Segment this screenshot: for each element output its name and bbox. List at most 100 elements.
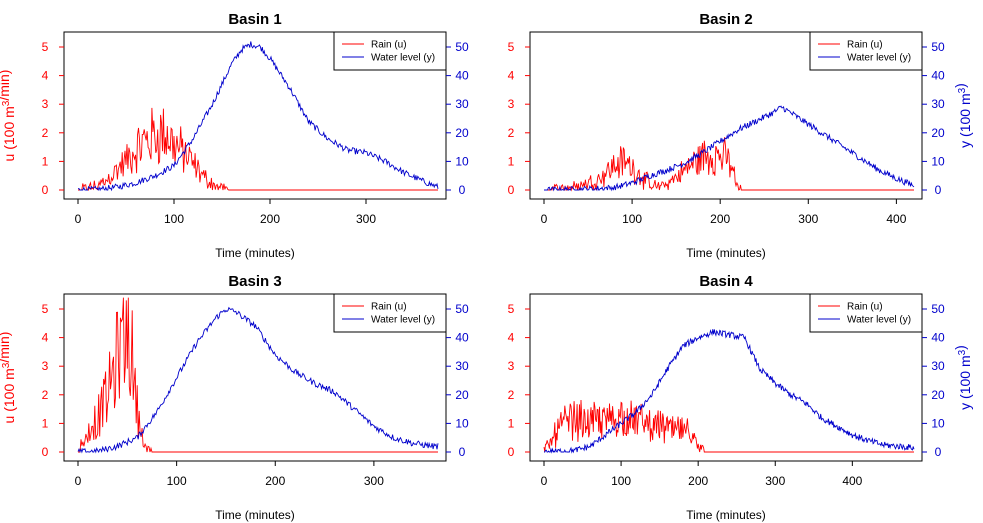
plot-frame (63, 31, 447, 200)
right-tick-label: 30 (931, 359, 945, 373)
x-axis-label: Time (minutes) (686, 246, 766, 260)
left-tick-label: 3 (42, 97, 49, 111)
left-tick-label: 1 (42, 416, 49, 430)
right-tick-label: 0 (459, 445, 466, 459)
plot-frame (63, 293, 447, 462)
right-tick-label: 20 (455, 126, 469, 140)
right-tick-label: 20 (931, 388, 945, 402)
x-tick-label: 400 (886, 212, 906, 226)
x-tick-label: 0 (541, 212, 548, 226)
x-tick-label: 400 (842, 474, 862, 488)
x-tick-label: 0 (541, 474, 548, 488)
plot-frame (529, 31, 923, 200)
chart-title: Basin 1 (228, 11, 281, 28)
right-tick-label: 30 (455, 97, 469, 111)
x-axis-label: Time (minutes) (686, 508, 766, 522)
left-tick-label: 1 (508, 416, 515, 430)
legend-box (809, 31, 923, 71)
x-axis-label: Time (minutes) (215, 508, 295, 522)
legend-box (809, 293, 923, 333)
x-tick-label: 300 (798, 212, 818, 226)
legend-box (333, 293, 447, 333)
legend-rain-label: Rain (u) (847, 302, 883, 313)
legend-water-label: Water level (y) (371, 53, 435, 64)
x-tick-label: 100 (164, 212, 184, 226)
x-tick-label: 300 (765, 474, 785, 488)
water-level-series-line (544, 329, 915, 454)
right-tick-label: 20 (455, 388, 469, 402)
left-tick-label: 0 (508, 445, 515, 459)
chart-title: Basin 3 (228, 273, 281, 290)
left-tick-label: 4 (508, 331, 515, 345)
right-tick-label: 50 (931, 40, 945, 54)
x-tick-label: 300 (356, 212, 376, 226)
y-axis-label-right: y (100 m3) (952, 345, 973, 410)
x-axis-label: Time (minutes) (215, 246, 295, 260)
x-tick-label: 200 (688, 474, 708, 488)
right-tick-label: 0 (935, 183, 942, 197)
rain-series-line (78, 297, 438, 453)
right-tick-label: 10 (455, 416, 469, 430)
chart-title: Basin 2 (699, 11, 752, 28)
left-tick-label: 1 (508, 154, 515, 168)
x-tick-label: 100 (622, 212, 642, 226)
y-axis-label-left: u (100 m3/min) (0, 70, 17, 162)
water-level-series-line (544, 105, 915, 192)
left-tick-label: 3 (42, 359, 49, 373)
left-tick-label: 0 (508, 183, 515, 197)
left-tick-label: 2 (508, 126, 515, 140)
left-tick-label: 0 (42, 445, 49, 459)
left-tick-label: 3 (508, 359, 515, 373)
x-tick-label: 100 (611, 474, 631, 488)
right-tick-label: 50 (455, 302, 469, 316)
left-tick-label: 4 (508, 69, 515, 83)
rain-series-line (544, 137, 914, 192)
y-axis-label-left: u (100 m3/min) (0, 332, 17, 424)
legend-box (333, 31, 447, 71)
x-tick-label: 200 (265, 474, 285, 488)
right-tick-label: 50 (931, 302, 945, 316)
legend-water-label: Water level (y) (371, 315, 435, 326)
legend-water-label: Water level (y) (847, 53, 911, 64)
x-tick-label: 300 (364, 474, 384, 488)
right-tick-label: 20 (931, 126, 945, 140)
left-tick-label: 2 (42, 388, 49, 402)
right-tick-label: 0 (935, 445, 942, 459)
left-tick-label: 0 (42, 183, 49, 197)
left-tick-label: 2 (42, 126, 49, 140)
left-tick-label: 3 (508, 97, 515, 111)
water-level-series-line (77, 306, 439, 454)
plot-frame (529, 293, 923, 462)
left-tick-label: 5 (42, 302, 49, 316)
right-tick-label: 40 (455, 331, 469, 345)
x-tick-label: 0 (75, 474, 82, 488)
right-tick-label: 10 (455, 154, 469, 168)
water-level-series-line (77, 41, 439, 192)
left-tick-label: 4 (42, 69, 49, 83)
x-tick-label: 200 (260, 212, 280, 226)
right-tick-label: 50 (455, 40, 469, 54)
right-tick-label: 40 (455, 69, 469, 83)
legend-rain-label: Rain (u) (371, 40, 407, 51)
right-tick-label: 30 (931, 97, 945, 111)
x-tick-label: 0 (75, 212, 82, 226)
rain-series-line (78, 107, 438, 191)
rain-series-line (543, 399, 914, 453)
x-tick-label: 200 (710, 212, 730, 226)
right-tick-label: 40 (931, 331, 945, 345)
legend-water-label: Water level (y) (847, 315, 911, 326)
left-tick-label: 5 (508, 40, 515, 54)
right-tick-label: 10 (931, 416, 945, 430)
legend-rain-label: Rain (u) (371, 302, 407, 313)
y-axis-label-right: y (100 m3) (952, 83, 973, 148)
right-tick-label: 10 (931, 154, 945, 168)
right-tick-label: 0 (459, 183, 466, 197)
right-tick-label: 40 (931, 69, 945, 83)
left-tick-label: 5 (42, 40, 49, 54)
legend-rain-label: Rain (u) (847, 40, 883, 51)
